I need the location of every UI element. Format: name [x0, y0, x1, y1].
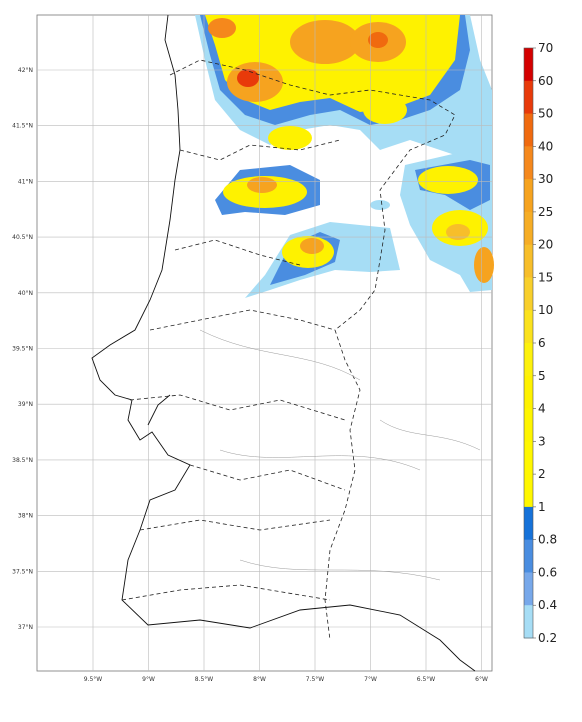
- colorbar-label: 3: [538, 434, 546, 448]
- lat-tick-label: 41.5°N: [12, 123, 33, 130]
- lat-tick-label: 41°N: [18, 178, 33, 185]
- colorbar-label: 0.4: [538, 598, 557, 612]
- colorbar-label: 25: [538, 205, 553, 219]
- lon-tick-label: 8°W: [253, 676, 266, 683]
- longitude-labels: 9.5°W 9°W 8.5°W 8°W 7.5°W 7°W 6.5°W 6°W: [84, 676, 488, 683]
- lon-tick-label: 6.5°W: [417, 676, 436, 683]
- colorbar-label: 60: [538, 74, 553, 88]
- colorbar-swatch: [524, 244, 533, 278]
- colorbar-label: 50: [538, 107, 553, 121]
- colorbar-swatch: [524, 48, 533, 82]
- lon-tick-label: 6°W: [475, 676, 488, 683]
- colorbar-swatch: [524, 277, 533, 311]
- colorbar-label: 5: [538, 369, 546, 383]
- graticule: [37, 15, 492, 671]
- lon-tick-label: 7.5°W: [306, 676, 325, 683]
- precip-yellow-east-a: [418, 166, 478, 194]
- colorbar-swatch: [524, 572, 533, 606]
- colorbar-label: 15: [538, 270, 553, 284]
- colorbar-label: 4: [538, 402, 546, 416]
- precip-orange-east-b: [474, 247, 494, 283]
- colorbar-swatch: [524, 113, 533, 147]
- lat-tick-label: 38°N: [18, 513, 33, 520]
- colorbar-label: 20: [538, 238, 553, 252]
- colorbar-label: 30: [538, 172, 553, 186]
- colorbar-label: 2: [538, 467, 546, 481]
- colorbar-swatch: [524, 211, 533, 246]
- precip-orange-a: [290, 20, 360, 64]
- colorbar: 70 60 50 40 30 25 20 15 10 6 5 4 3 2 1 0.8 0.6 0.4 0.2: [523, 41, 557, 645]
- lon-tick-label: 9.5°W: [84, 676, 103, 683]
- lat-tick-label: 39°N: [18, 401, 33, 408]
- colorbar-swatch: [524, 146, 533, 180]
- precip-low-spot: [370, 200, 390, 210]
- colorbar-label: 6: [538, 336, 546, 350]
- colorbar-label: 0.2: [538, 631, 557, 645]
- lat-tick-label: 37.5°N: [12, 568, 33, 575]
- colorbar-label: 0.6: [538, 565, 557, 579]
- precip-yellow-mid-b: [268, 126, 312, 150]
- colorbar-label: 1: [538, 500, 546, 514]
- latitude-labels: 42°N 41.5°N 41°N 40.5°N 40°N 39.5°N 39°N 38.5°N…: [12, 67, 33, 631]
- colorbar-label: 40: [538, 139, 553, 153]
- lon-tick-label: 7°W: [364, 676, 377, 683]
- lat-tick-label: 37°N: [18, 624, 33, 631]
- precip-yellow-e: [363, 96, 407, 124]
- colorbar-swatch: [524, 605, 533, 639]
- lat-tick-label: 39.5°N: [12, 346, 33, 353]
- colorbar-swatch: [524, 539, 533, 573]
- colorbar-label: 10: [538, 303, 553, 317]
- colorbar-swatch: [524, 408, 533, 442]
- precip-orange-d: [208, 18, 236, 38]
- precipitation-field: [195, 15, 494, 298]
- colorbar-swatch: [524, 179, 533, 213]
- lon-tick-label: 8.5°W: [195, 676, 214, 683]
- lon-tick-label: 9°W: [142, 676, 155, 683]
- lat-tick-label: 40.5°N: [12, 234, 33, 241]
- precip-orange-mid-a: [247, 177, 277, 193]
- lat-tick-label: 42°N: [18, 67, 33, 74]
- colorbar-swatch: [524, 310, 533, 344]
- lat-tick-label: 38.5°N: [12, 457, 33, 464]
- precip-core-b: [368, 32, 388, 48]
- colorbar-swatch: [524, 375, 533, 410]
- colorbar-swatch: [524, 343, 533, 377]
- lat-tick-label: 40°N: [18, 290, 33, 297]
- contour-lines: [199, 329, 481, 581]
- colorbar-swatch: [524, 506, 533, 541]
- colorbar-label: 70: [538, 41, 553, 55]
- colorbar-label: 0.8: [538, 533, 557, 547]
- colorbar-swatch: [524, 80, 533, 115]
- precip-orange-east: [446, 224, 470, 240]
- precip-orange-mid-c: [300, 238, 324, 254]
- colorbar-swatch: [524, 441, 533, 475]
- precip-red-core: [237, 69, 259, 87]
- border-lines: [121, 59, 456, 641]
- coastline: [91, 14, 476, 672]
- colorbar-swatch: [524, 474, 533, 508]
